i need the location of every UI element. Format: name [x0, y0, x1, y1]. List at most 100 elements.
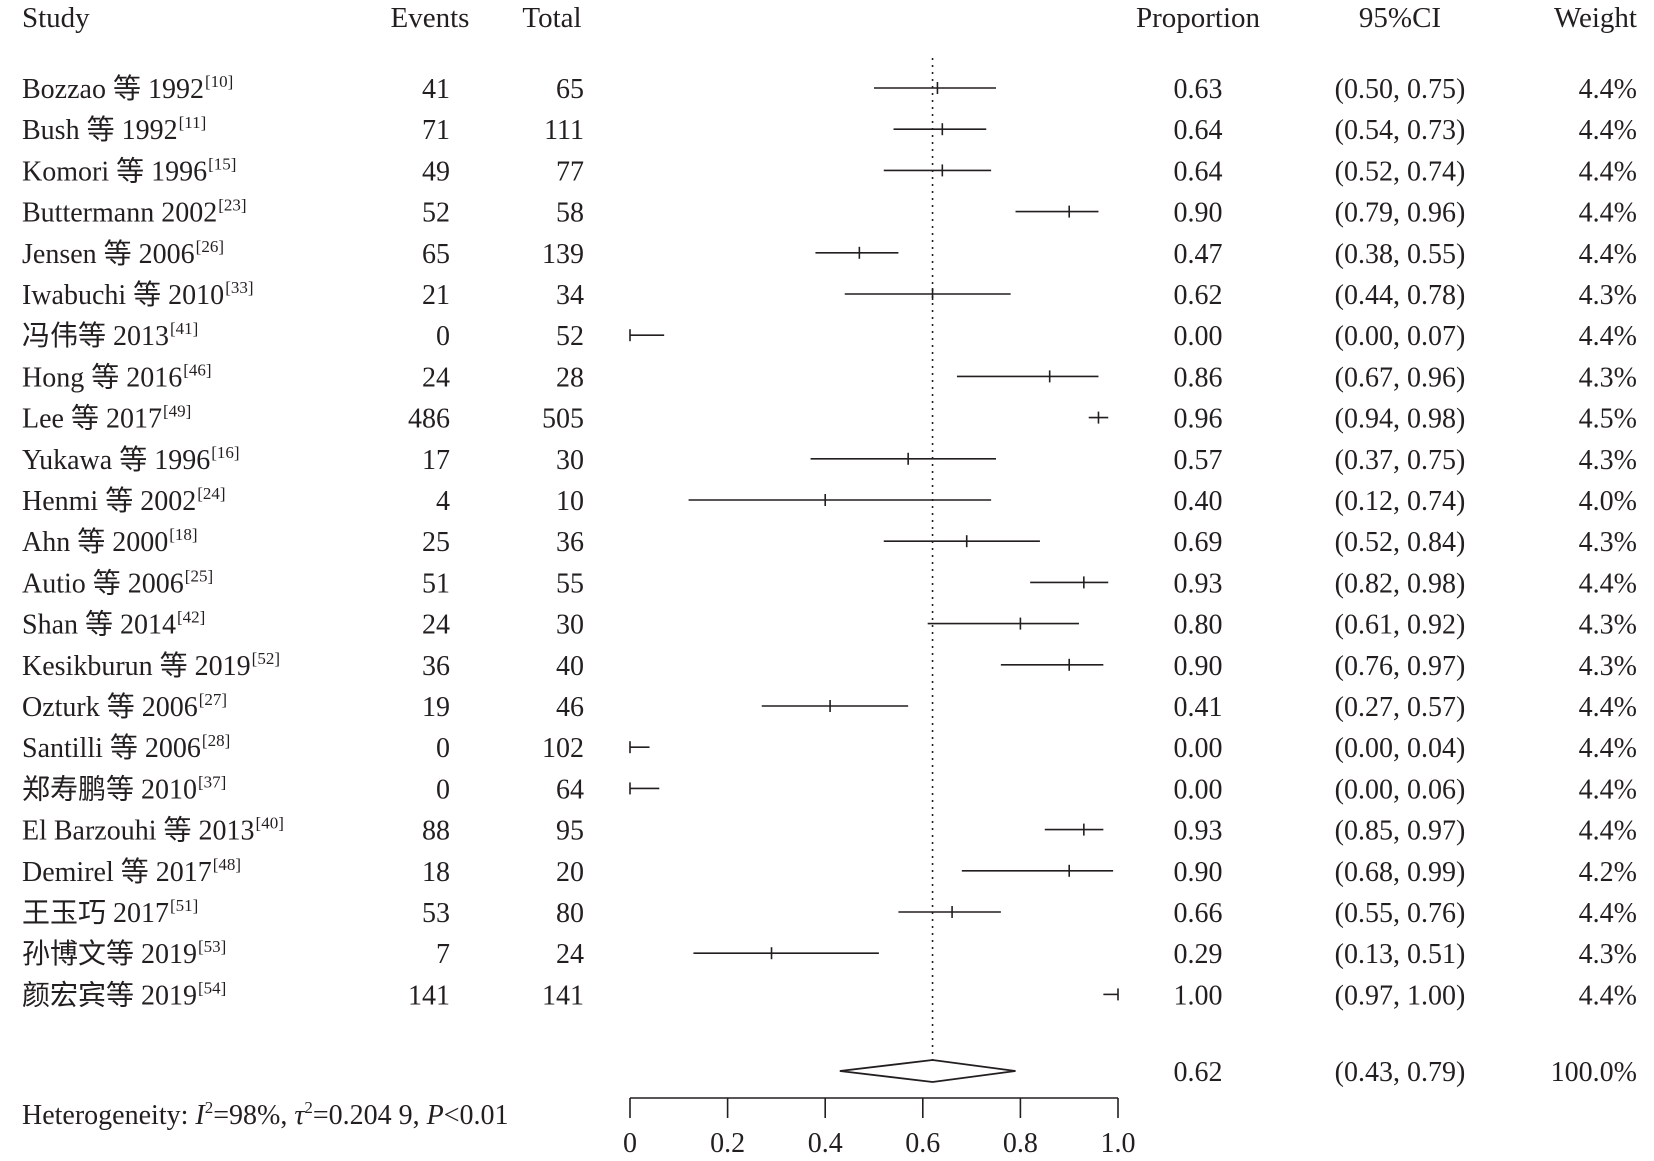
study-total: 20: [556, 857, 584, 888]
study-total: 30: [556, 445, 584, 476]
study-total: 141: [542, 980, 584, 1011]
study-name: Lee 等 2017: [22, 403, 162, 435]
study-ci: (0.68, 0.99): [1335, 857, 1466, 888]
study-proportion: 0.80: [1174, 610, 1223, 641]
study-name: 颜宏宾等 2019: [22, 979, 197, 1011]
x-axis-tick-label: 1.0: [1101, 1128, 1136, 1159]
study-total: 10: [556, 486, 584, 517]
study-ci: (0.67, 0.96): [1335, 362, 1466, 393]
study-reference: [28]: [202, 731, 230, 750]
study-proportion: 0.47: [1174, 239, 1223, 270]
study-proportion: 0.64: [1174, 115, 1223, 146]
study-events: 0: [436, 774, 450, 805]
study-total: 34: [556, 280, 584, 311]
study-reference: [37]: [198, 772, 226, 791]
study-proportion: 0.40: [1174, 486, 1223, 517]
table-row: Henmi 等 2002 [24] 4 10 0.40 (0.12, 0.74) 4.0%: [22, 484, 1637, 517]
study-ci: (0.94, 0.98): [1335, 404, 1466, 435]
study-events: 0: [436, 321, 450, 352]
table-row: Ozturk 等 2006 [27] 19 46 0.41 (0.27, 0.57) 4.4…: [22, 690, 1637, 723]
study-reference: [52]: [252, 649, 280, 668]
study-proportion: 0.57: [1174, 445, 1223, 476]
study-ci: (0.38, 0.55): [1335, 239, 1466, 270]
study-weight: 4.5%: [1579, 404, 1637, 435]
study-reference: [10]: [205, 72, 233, 91]
study-events: 49: [422, 156, 450, 187]
study-proportion: 0.00: [1174, 733, 1223, 764]
study-reference: [33]: [225, 278, 253, 297]
study-proportion: 0.69: [1174, 527, 1223, 558]
study-total: 58: [556, 198, 584, 229]
study-weight: 4.4%: [1579, 898, 1637, 929]
study-proportion: 0.41: [1174, 692, 1223, 723]
study-reference: [46]: [183, 360, 211, 379]
header-events: Events: [391, 2, 470, 34]
table-row: 王玉巧 2017 [51] 53 80 0.66 (0.55, 0.76) 4.4%: [22, 896, 1637, 929]
study-weight: 4.3%: [1579, 445, 1637, 476]
study-events: 24: [422, 362, 450, 393]
table-row: Ahn 等 2000 [18] 25 36 0.69 (0.52, 0.84) 4.3%: [22, 525, 1637, 558]
study-weight: 4.4%: [1579, 115, 1637, 146]
study-weight: 4.4%: [1579, 733, 1637, 764]
study-ci: (0.76, 0.97): [1335, 651, 1466, 682]
study-total: 30: [556, 610, 584, 641]
study-ci: (0.00, 0.06): [1335, 774, 1466, 805]
tau-symbol: τ: [294, 1100, 305, 1131]
summary-proportion: 0.62: [1174, 1057, 1223, 1088]
study-weight: 4.4%: [1579, 774, 1637, 805]
study-reference: [54]: [198, 978, 226, 997]
study-name: Santilli 等 2006: [22, 732, 201, 764]
study-weight: 4.3%: [1579, 362, 1637, 393]
study-events: 41: [422, 74, 450, 105]
study-ci: (0.50, 0.75): [1335, 74, 1466, 105]
study-name: Autio 等 2006: [22, 567, 184, 599]
x-axis: 0 0.2 0.4 0.6 0.8 1.0: [623, 1097, 1136, 1159]
table-row: 郑寿鹏等 2010 [37] 0 64 0.00 (0.00, 0.06) 4.4%: [22, 772, 1637, 805]
study-name: Shan 等 2014: [22, 609, 176, 641]
study-name: Buttermann 2002: [22, 198, 217, 229]
study-total: 95: [556, 816, 584, 847]
study-total: 139: [542, 239, 584, 270]
header-proportion: Proportion: [1136, 2, 1261, 34]
study-total: 40: [556, 651, 584, 682]
study-proportion: 0.86: [1174, 362, 1223, 393]
pooled-summary: 0.62 (0.43, 0.79) 100.0%: [839, 1057, 1637, 1088]
study-proportion: 0.62: [1174, 280, 1223, 311]
x-axis-tick-label: 0: [623, 1128, 637, 1159]
study-proportion: 0.63: [1174, 74, 1223, 105]
table-row: Buttermann 2002 [23] 52 58 0.90 (0.79, 0.96) 4…: [22, 196, 1637, 229]
study-reference: [15]: [208, 154, 236, 173]
study-ci: (0.12, 0.74): [1335, 486, 1466, 517]
study-events: 65: [422, 239, 450, 270]
study-total: 28: [556, 362, 584, 393]
x-axis-tick-label: 0.2: [710, 1128, 745, 1159]
study-name: Ahn 等 2000: [22, 526, 168, 558]
study-reference: [26]: [196, 237, 224, 256]
study-name: Henmi 等 2002: [22, 485, 196, 517]
study-events: 4: [436, 486, 450, 517]
study-weight: 4.3%: [1579, 280, 1637, 311]
study-weight: 4.3%: [1579, 939, 1637, 970]
study-weight: 4.3%: [1579, 527, 1637, 558]
study-weight: 4.3%: [1579, 651, 1637, 682]
p-value: <0.01: [444, 1100, 509, 1131]
study-events: 21: [422, 280, 450, 311]
study-total: 80: [556, 898, 584, 929]
study-ci: (0.79, 0.96): [1335, 198, 1466, 229]
study-name: Kesikburun 等 2019: [22, 650, 251, 682]
study-reference: [40]: [256, 814, 284, 833]
study-ci: (0.37, 0.75): [1335, 445, 1466, 476]
study-weight: 4.4%: [1579, 156, 1637, 187]
study-reference: [11]: [179, 113, 207, 132]
study-reference: [16]: [211, 443, 239, 462]
heterogeneity-note: Heterogeneity: I2=98%, τ2=0.204 9, P<0.0…: [22, 1098, 509, 1131]
column-headers: Study Events Total Proportion 95%CI Weig…: [22, 2, 1637, 34]
table-row: Kesikburun 等 2019 [52] 36 40 0.90 (0.76, 0.97…: [22, 649, 1637, 682]
x-axis-tick-label: 0.4: [808, 1128, 843, 1159]
study-events: 53: [422, 898, 450, 929]
study-proportion: 0.90: [1174, 651, 1223, 682]
study-ci: (0.85, 0.97): [1335, 816, 1466, 847]
study-ci: (0.27, 0.57): [1335, 692, 1466, 723]
study-ci: (0.44, 0.78): [1335, 280, 1466, 311]
